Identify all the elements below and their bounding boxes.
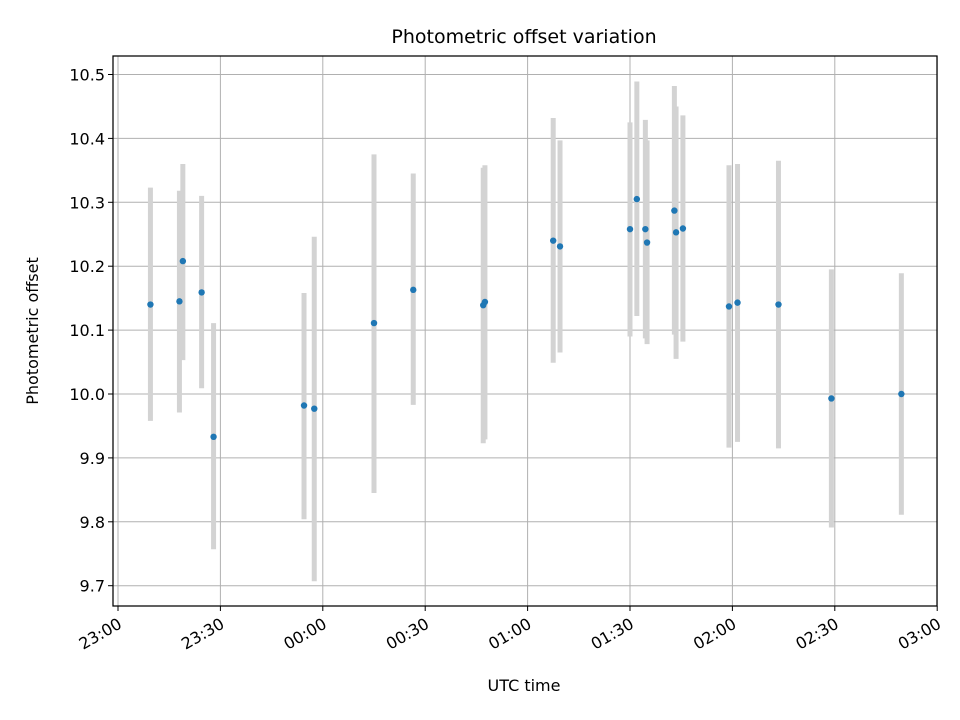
y-tick-label: 9.9	[80, 449, 105, 468]
y-axis: 9.7 9.8 9.9 10.0 10.1 10.2 10.3 10.4 10.5	[69, 66, 113, 596]
y-tick-label: 10.4	[69, 129, 105, 148]
chart-title: Photometric offset variation	[391, 26, 656, 48]
data-point	[828, 395, 835, 402]
plot-frame	[112, 55, 938, 607]
data-point	[725, 303, 733, 310]
y-tick-label: 10.2	[69, 257, 105, 276]
data-point	[734, 299, 741, 306]
data-points	[147, 195, 905, 441]
data-point	[642, 225, 649, 233]
data-point	[671, 207, 678, 214]
data-point	[300, 402, 308, 409]
data-point	[672, 229, 680, 236]
y-tick-label: 9.8	[80, 513, 105, 532]
y-tick-label: 9.7	[80, 577, 105, 596]
data-point	[198, 289, 205, 296]
data-point	[626, 225, 634, 233]
data-point	[550, 237, 557, 244]
data-point	[679, 225, 687, 232]
data-point	[481, 298, 489, 306]
y-tick-label: 10.0	[69, 385, 105, 404]
data-point	[898, 390, 905, 398]
data-point	[210, 433, 217, 441]
data-point	[633, 195, 641, 203]
y-tick-label: 10.1	[69, 321, 105, 340]
y-tick-label: 10.3	[69, 193, 105, 212]
y-tick-label: 10.5	[69, 66, 105, 85]
data-point	[311, 405, 318, 412]
data-point	[643, 239, 651, 246]
x-axis-title: UTC time	[488, 676, 561, 695]
y-axis-title: Photometric offset	[23, 257, 42, 405]
data-point	[176, 298, 183, 305]
data-point	[147, 301, 154, 308]
data-point	[410, 286, 417, 294]
data-point	[556, 243, 564, 250]
data-point	[775, 301, 782, 308]
data-point	[179, 257, 187, 265]
data-point	[370, 319, 378, 327]
